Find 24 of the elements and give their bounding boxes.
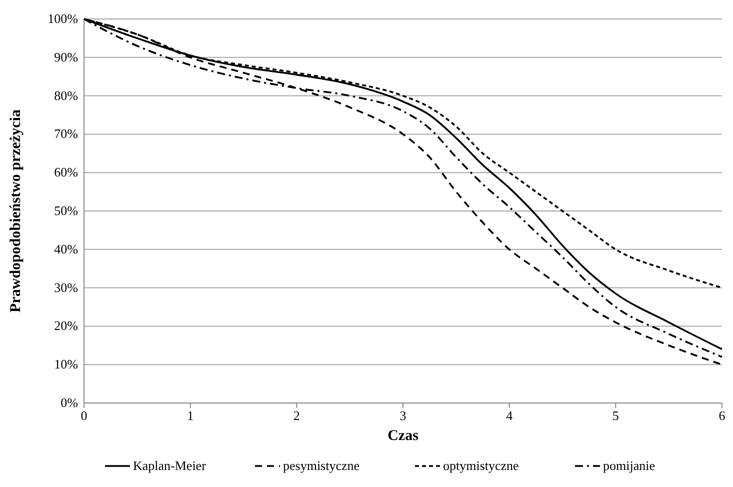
x-tick-label: 6 (718, 408, 726, 423)
y-tick-label: 40% (54, 241, 78, 256)
x-axis-title: Czas (388, 428, 419, 444)
x-tick-label: 4 (506, 408, 514, 423)
x-tick-label: 3 (400, 408, 406, 423)
y-tick-label: 10% (54, 356, 78, 372)
y-tick-label: 20% (54, 318, 78, 334)
x-tick-label: 0 (80, 408, 88, 423)
legend-label: Kaplan-Meier (133, 458, 207, 473)
y-tick-label: 30% (54, 280, 78, 295)
x-tick-label: 1 (187, 408, 194, 423)
y-tick-label: 100% (48, 11, 78, 26)
y-tick-label: 70% (54, 126, 78, 142)
y-axis-title: Prawdopodobieństwo przeżycia (8, 109, 24, 312)
y-tick-label: 60% (54, 164, 78, 180)
y-tick-label: 0% (60, 395, 78, 410)
y-tick-label: 90% (54, 49, 78, 64)
y-tick-label: 50% (54, 203, 78, 218)
x-tick-label: 2 (293, 408, 300, 423)
y-tick-label: 80% (54, 88, 78, 103)
x-tick-label: 5 (612, 408, 619, 423)
legend-label: pesymistyczne (283, 458, 360, 473)
legend-label: optymistyczne (443, 458, 520, 473)
legend-label: pomijanie (603, 458, 656, 473)
